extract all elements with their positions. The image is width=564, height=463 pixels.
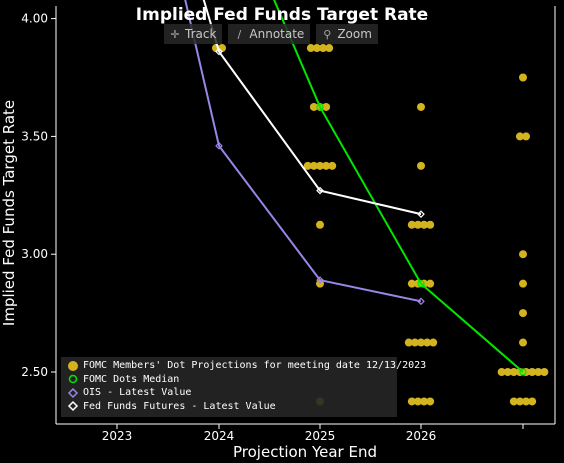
dot-projection <box>519 338 527 347</box>
dot-projection <box>426 220 435 229</box>
y-tick-label: 4.00 <box>21 12 48 26</box>
dot-projection <box>328 161 337 170</box>
dot-projection <box>503 368 512 376</box>
median-point <box>519 368 527 376</box>
dot-projection <box>417 161 425 170</box>
dot-projection <box>420 220 429 229</box>
ois-point <box>417 297 425 306</box>
x-axis-label: Projection Year End <box>233 443 377 461</box>
legend-item-ois: OIS - Latest Value <box>61 386 397 400</box>
crosshair-icon: ✛ <box>170 27 180 41</box>
track-button[interactable]: ✛ Track <box>164 24 223 44</box>
dot-projection <box>423 338 432 347</box>
annotate-button[interactable]: ∕ Annotate <box>228 24 311 44</box>
chart-toolbar: ✛ Track ∕ Annotate ⚲ Zoom <box>164 24 378 44</box>
median-line <box>273 0 524 373</box>
dot-projection <box>312 44 321 53</box>
ois-point <box>316 276 324 284</box>
dot-projection <box>404 338 413 347</box>
x-tick-label: 2026 <box>406 429 437 443</box>
legend-median-symbol <box>67 373 79 385</box>
dot-projection <box>407 220 416 229</box>
dot-projection <box>413 397 422 406</box>
dot-projection <box>306 44 315 53</box>
y-axis-label: Implied Fed Funds Target Rate <box>0 100 18 326</box>
futures-point <box>215 47 223 56</box>
dot-projection <box>426 397 435 406</box>
dot-projection <box>528 397 537 406</box>
dot-projection <box>528 368 537 376</box>
legend-label: FOMC Members' Dot Projections for meetin… <box>83 360 427 372</box>
dot-projection <box>519 73 527 82</box>
track-label: Track <box>185 27 217 41</box>
dot-projection <box>429 338 438 347</box>
futures-line <box>202 0 422 216</box>
dot-projection <box>426 279 435 288</box>
pencil-icon: ∕ <box>237 27 242 41</box>
dot-projection <box>509 397 518 406</box>
dot-projection <box>413 220 422 229</box>
legend-label: Fed Funds Futures - Latest Value <box>83 400 276 412</box>
dot-projection <box>509 368 518 376</box>
legend-ois-symbol <box>67 387 79 399</box>
zoom-button[interactable]: ⚲ Zoom <box>316 24 378 44</box>
dot-projection <box>522 397 531 406</box>
dot-projection <box>515 397 524 406</box>
y-tick-label: 3.00 <box>21 247 48 261</box>
dot-projection <box>319 44 328 53</box>
dot-projection <box>417 338 425 347</box>
dot-projection <box>519 309 527 318</box>
dot-projection <box>303 161 312 170</box>
legend-futures-symbol <box>67 400 79 412</box>
annotate-label: Annotate <box>249 27 305 41</box>
futures-point <box>316 186 324 195</box>
dot-projection <box>519 279 527 288</box>
legend-item-median: FOMC Dots Median <box>61 373 397 387</box>
dot-projection <box>420 397 429 406</box>
futures-point <box>417 210 425 218</box>
dot-projection <box>515 132 524 141</box>
dot-projection <box>497 368 506 376</box>
dot-projection <box>309 102 318 111</box>
dot-projection <box>316 161 324 170</box>
ois-point <box>215 141 223 150</box>
median-point <box>316 103 324 111</box>
legend-item-dots: FOMC Members' Dot Projections for meetin… <box>61 359 426 373</box>
x-tick-label: 2023 <box>102 429 133 443</box>
dot-projection <box>519 250 527 259</box>
x-tick-label: 2024 <box>204 429 235 443</box>
legend-label: OIS - Latest Value <box>83 387 192 399</box>
dot-projection <box>322 161 331 170</box>
legend-dot-symbol <box>67 360 79 372</box>
median-point <box>417 279 425 288</box>
chart-legend: FOMC Members' Dot Projections for meetin… <box>61 357 426 417</box>
dot-projection <box>410 338 419 347</box>
x-tick-label: 2025 <box>305 429 336 443</box>
dot-projection <box>417 102 425 111</box>
dot-projection <box>322 102 331 111</box>
dot-projection <box>316 220 324 229</box>
chart-title: Implied Fed Funds Target Rate <box>135 5 429 25</box>
dot-projection <box>407 397 416 406</box>
ois-line <box>184 0 422 303</box>
dot-projection <box>540 368 549 376</box>
y-tick-label: 2.50 <box>21 365 48 379</box>
dot-projection <box>534 368 543 376</box>
y-tick-label: 3.50 <box>21 129 48 143</box>
dot-projection <box>522 132 531 141</box>
magnifier-icon: ⚲ <box>323 27 332 41</box>
dot-projection <box>309 161 318 170</box>
zoom-label: Zoom <box>337 27 372 41</box>
dot-projection <box>407 279 416 288</box>
legend-item-futures: Fed Funds Futures - Latest Value <box>61 400 397 414</box>
legend-label: FOMC Dots Median <box>83 373 180 385</box>
dot-projection <box>325 44 334 53</box>
